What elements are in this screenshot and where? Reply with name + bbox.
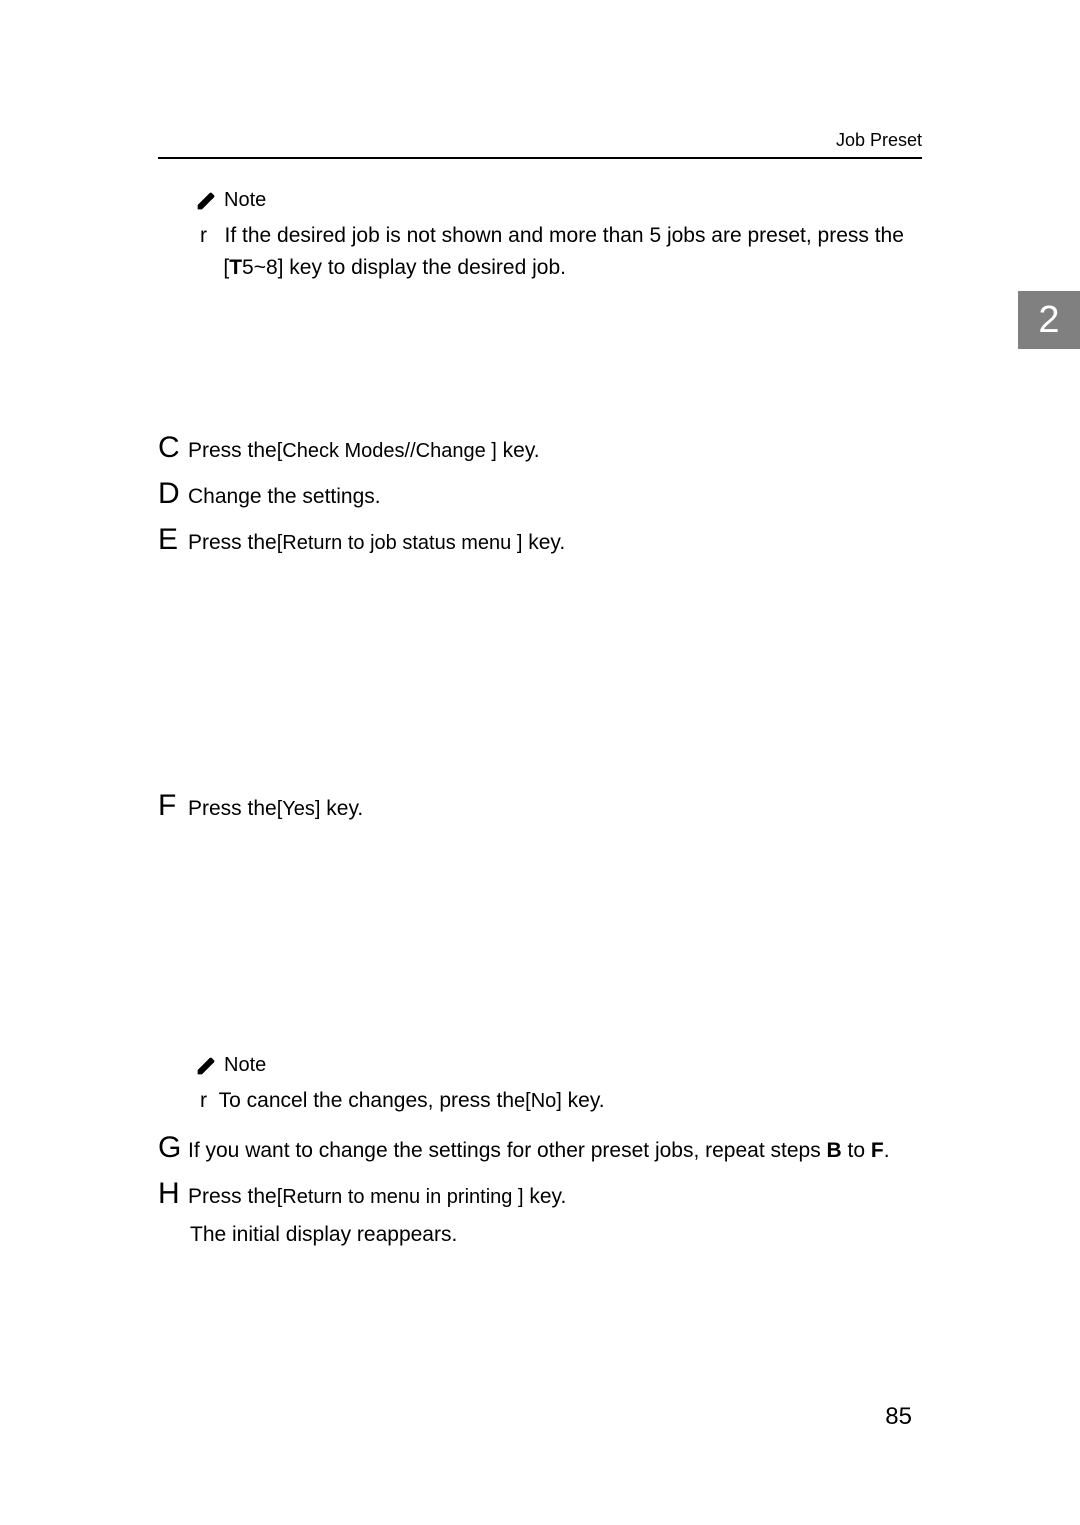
step-text-c: Press the[Check Modes//Change ] key.: [188, 439, 540, 463]
step-e: E Press the[Return to job status menu ] …: [158, 523, 922, 557]
step-letter-e: E: [158, 523, 184, 557]
step-f: F Press the[Yes] key.: [158, 789, 922, 823]
note-range: 5~8: [242, 256, 278, 279]
step-c-key: [Check Modes//Change ]: [277, 440, 497, 462]
note-block-1: Note r If the desired job is not shown a…: [196, 189, 922, 283]
note2-key: e[No]: [514, 1090, 562, 1112]
note-bullet-1: r: [200, 224, 207, 247]
step-text-d: Change the settings.: [188, 485, 381, 509]
step-letter-g: G: [158, 1131, 184, 1165]
step-h: H Press the[Return to menu in printing ]…: [158, 1177, 922, 1211]
note-title-1: Note: [224, 189, 266, 212]
step-letter-d: D: [158, 477, 184, 511]
step-c-after: key.: [497, 439, 540, 462]
step-e-before: Press the: [188, 531, 277, 554]
chapter-number: 2: [1038, 299, 1059, 342]
step-text-g: If you want to change the settings for o…: [188, 1139, 890, 1163]
step-g-before: If you want to change the settings for o…: [188, 1139, 827, 1162]
step-c-before: Press the: [188, 439, 277, 462]
note-header-1: Note: [196, 189, 922, 212]
step-text-f: Press the[Yes] key.: [188, 797, 363, 821]
note-key-t: T: [229, 256, 242, 279]
step-g-mid: to: [842, 1139, 871, 1162]
note-title-2: Note: [224, 1054, 266, 1077]
step-letter-h: H: [158, 1177, 184, 1211]
step-text-h: Press the[Return to menu in printing ] k…: [188, 1185, 566, 1209]
step-g-b: B: [827, 1139, 842, 1162]
chapter-tab: 2: [1018, 291, 1080, 349]
step-f-section: F Press the[Yes] key.: [158, 789, 922, 823]
steps-section: C Press the[Check Modes//Change ] key. D…: [158, 431, 922, 557]
step-h-before: Press the: [188, 1185, 277, 1208]
step-letter-c: C: [158, 431, 184, 465]
step-f-before: Press the: [188, 797, 277, 820]
note2-before: To cancel the changes, press th: [219, 1089, 514, 1112]
note2-after: key.: [562, 1089, 605, 1112]
step-letter-f: F: [158, 789, 184, 823]
step-d: D Change the settings.: [158, 477, 922, 511]
pencil-icon-2: [196, 1056, 216, 1076]
header-text: Job Preset: [836, 130, 922, 150]
step-e-key: [Return to job status menu ]: [277, 532, 523, 554]
note-line1: If the desired job is not shown and more…: [225, 224, 904, 247]
step-g-f: F: [871, 1139, 884, 1162]
note-block-2: Note r To cancel the changes, press the[…: [196, 1054, 922, 1117]
step-text-e: Press the[Return to job status menu ] ke…: [188, 531, 565, 555]
step-g: G If you want to change the settings for…: [158, 1131, 922, 1165]
step-h-after: key.: [524, 1185, 567, 1208]
step-f-after: key.: [320, 797, 363, 820]
step-g-after: .: [884, 1139, 890, 1162]
step-e-after: key.: [522, 531, 565, 554]
page-container: Job Preset Note r If the desired job is …: [0, 0, 1080, 1247]
header-section-label: Job Preset: [158, 130, 922, 159]
note-text-2: r To cancel the changes, press the[No] k…: [200, 1085, 922, 1117]
pencil-icon: [196, 191, 216, 211]
note-header-2: Note: [196, 1054, 922, 1077]
step-c: C Press the[Check Modes//Change ] key.: [158, 431, 922, 465]
steps-gh-section: G If you want to change the settings for…: [158, 1131, 922, 1247]
step-h-key: [Return to menu in printing ]: [277, 1186, 524, 1208]
step-h-sub: The initial display reappears.: [190, 1223, 922, 1247]
note2-bullet: r: [200, 1089, 207, 1112]
note-line2-suffix: ] key to display the desired job.: [278, 256, 566, 279]
page-number: 85: [885, 1403, 912, 1431]
note-text-1: r If the desired job is not shown and mo…: [200, 220, 922, 283]
step-f-key: [Yes]: [277, 798, 321, 820]
